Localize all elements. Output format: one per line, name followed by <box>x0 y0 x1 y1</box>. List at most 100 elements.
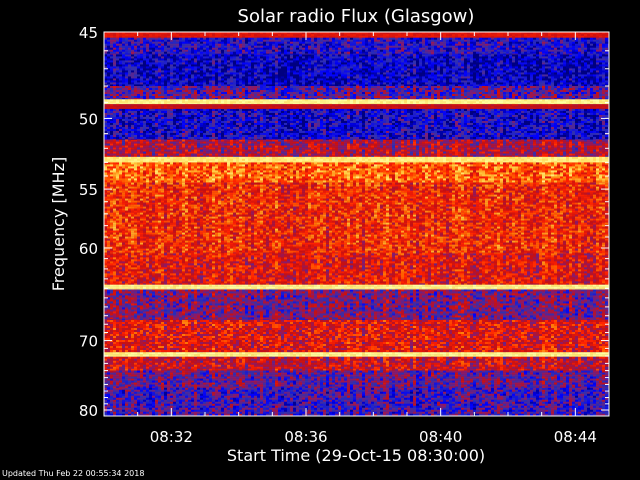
heat-cell <box>326 84 330 87</box>
heat-cell <box>182 34 186 37</box>
heat-cell <box>491 37 495 40</box>
heat-cell <box>524 36 528 38</box>
heat-cell <box>416 62 420 65</box>
heat-cell <box>458 58 462 61</box>
heat-cell <box>311 54 315 57</box>
heat-cell <box>428 32 432 35</box>
heat-cell <box>170 76 174 79</box>
heat-cell <box>608 36 609 38</box>
heat-cell <box>428 39 432 42</box>
heat-cell <box>104 45 108 48</box>
heat-cell <box>335 68 339 71</box>
heat-cell <box>341 64 345 67</box>
heat-cell <box>143 49 147 52</box>
band <box>104 86 609 100</box>
heat-cell <box>191 43 195 46</box>
heat-cell <box>461 56 465 59</box>
heat-cell <box>473 60 477 63</box>
heat-cell <box>386 70 390 73</box>
heat-cell <box>176 47 180 50</box>
heat-cell <box>296 39 300 42</box>
heat-cell <box>425 66 429 69</box>
heat-cell <box>356 41 360 44</box>
heat-cell <box>254 70 258 73</box>
heat-cell <box>146 32 150 35</box>
heat-cell <box>506 80 510 83</box>
heat-cell <box>290 64 294 67</box>
heat-cell <box>344 64 348 67</box>
heat-cell <box>254 82 258 85</box>
heat-cell <box>287 62 291 65</box>
heat-cell <box>332 66 336 69</box>
heat-cell <box>284 88 288 91</box>
heat-cell <box>482 47 486 50</box>
heat-cell <box>359 56 363 59</box>
heat-cell <box>233 82 237 85</box>
heat-cell <box>362 53 366 55</box>
heat-cell <box>449 51 453 54</box>
heat-cell <box>161 39 165 42</box>
heat-cell <box>296 49 300 52</box>
heat-cell <box>230 66 234 69</box>
heat-cell <box>563 37 567 40</box>
heat-cell <box>521 56 525 59</box>
heat-cell <box>497 76 501 79</box>
heat-cell <box>320 47 324 50</box>
heat-cell <box>608 54 609 57</box>
heat-cell <box>485 49 489 52</box>
heat-cell <box>146 60 150 63</box>
heat-cell <box>446 84 450 87</box>
heat-cell <box>113 66 117 69</box>
heat-cell <box>479 45 483 48</box>
heat-cell <box>116 70 120 73</box>
heat-cell <box>476 62 480 65</box>
heat-cell <box>137 56 141 59</box>
heat-cell <box>146 54 150 57</box>
heat-cell <box>572 72 576 75</box>
heat-cell <box>575 58 579 61</box>
heat-cell <box>278 47 282 50</box>
heat-cell <box>203 76 207 79</box>
heat-cell <box>485 47 489 50</box>
heat-cell <box>113 43 117 46</box>
heat-cell <box>389 47 393 50</box>
heat-cell <box>596 82 600 85</box>
heat-cell <box>233 58 237 61</box>
heat-cell <box>131 54 135 57</box>
heat-cell <box>185 36 189 38</box>
heat-cell <box>584 43 588 46</box>
heat-cell <box>311 41 315 44</box>
heat-cell <box>200 58 204 61</box>
heat-cell <box>212 80 216 83</box>
heat-cell <box>407 78 411 81</box>
heat-cell <box>338 80 342 83</box>
heat-cell <box>152 58 156 61</box>
heat-cell <box>287 47 291 50</box>
heat-cell <box>467 72 471 75</box>
heat-cell <box>533 66 537 69</box>
heat-cell <box>353 53 357 55</box>
heat-cell <box>197 36 201 38</box>
heat-cell <box>287 60 291 63</box>
heat-cell <box>599 62 603 65</box>
heat-cell <box>299 41 303 44</box>
heat-cell <box>119 82 123 85</box>
heat-cell <box>116 72 120 75</box>
heat-cell <box>515 37 519 40</box>
heat-cell <box>425 86 429 89</box>
heat-cell <box>197 78 201 81</box>
heat-cell <box>230 43 234 46</box>
heat-cell <box>236 88 240 91</box>
heat-cell <box>224 72 228 75</box>
heat-cell <box>428 78 432 81</box>
heat-cell <box>239 82 243 85</box>
heat-cell <box>410 45 414 48</box>
heat-cell <box>311 68 315 71</box>
heat-cell <box>344 36 348 38</box>
heat-cell <box>350 74 354 77</box>
heat-cell <box>137 41 141 44</box>
heat-cell <box>152 49 156 52</box>
heat-cell <box>425 54 429 57</box>
heat-cell <box>254 64 258 67</box>
heat-cell <box>536 45 540 48</box>
